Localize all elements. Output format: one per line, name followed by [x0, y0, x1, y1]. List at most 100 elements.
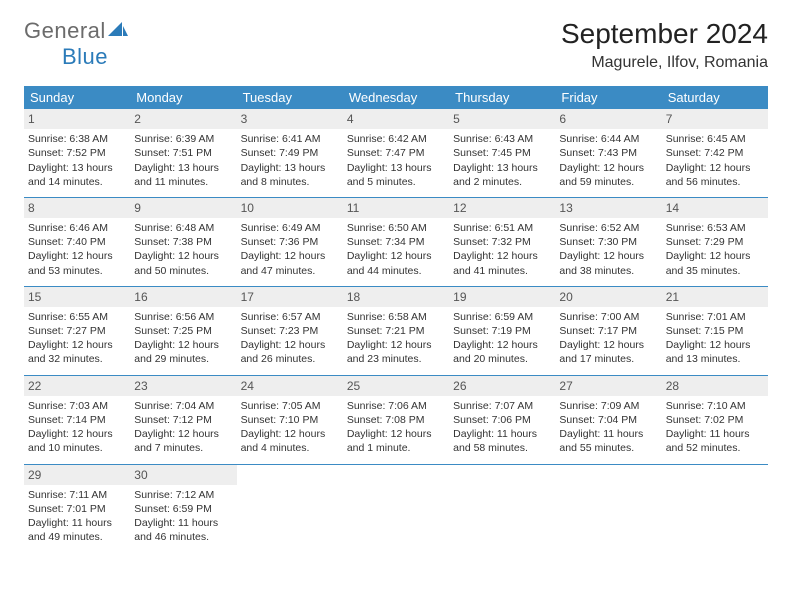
logo-text-blue: Blue: [62, 44, 108, 69]
day-cell: 13Sunrise: 6:52 AMSunset: 7:30 PMDayligh…: [555, 198, 661, 286]
daylight-text: Daylight: 13 hours: [453, 161, 551, 175]
day-number: 3: [237, 109, 343, 129]
sunrise-text: Sunrise: 7:11 AM: [28, 488, 126, 502]
sunset-text: Sunset: 7:12 PM: [134, 413, 232, 427]
daylight-text: Daylight: 12 hours: [666, 161, 764, 175]
sunrise-text: Sunrise: 6:45 AM: [666, 132, 764, 146]
day-cell: 24Sunrise: 7:05 AMSunset: 7:10 PMDayligh…: [237, 376, 343, 464]
day-number: 29: [24, 465, 130, 485]
sunset-text: Sunset: 7:27 PM: [28, 324, 126, 338]
day-number: 1: [24, 109, 130, 129]
day-number: 8: [24, 198, 130, 218]
daylight-text: and 29 minutes.: [134, 352, 232, 366]
empty-cell: [237, 465, 343, 553]
daylight-text: and 1 minute.: [347, 441, 445, 455]
day-cell: 9Sunrise: 6:48 AMSunset: 7:38 PMDaylight…: [130, 198, 236, 286]
day-number: 21: [662, 287, 768, 307]
sunrise-text: Sunrise: 6:43 AM: [453, 132, 551, 146]
sunrise-text: Sunrise: 6:59 AM: [453, 310, 551, 324]
daylight-text: Daylight: 12 hours: [134, 338, 232, 352]
day-cell: 21Sunrise: 7:01 AMSunset: 7:15 PMDayligh…: [662, 287, 768, 375]
daylight-text: Daylight: 12 hours: [347, 249, 445, 263]
day-cell: 16Sunrise: 6:56 AMSunset: 7:25 PMDayligh…: [130, 287, 236, 375]
sunrise-text: Sunrise: 7:12 AM: [134, 488, 232, 502]
daylight-text: Daylight: 11 hours: [28, 516, 126, 530]
day-cell: 22Sunrise: 7:03 AMSunset: 7:14 PMDayligh…: [24, 376, 130, 464]
logo-text-general: General: [24, 18, 106, 43]
dayname: Wednesday: [343, 86, 449, 109]
sunset-text: Sunset: 7:52 PM: [28, 146, 126, 160]
logo-sail-icon: [108, 18, 128, 44]
daylight-text: Daylight: 12 hours: [559, 161, 657, 175]
sunrise-text: Sunrise: 6:55 AM: [28, 310, 126, 324]
daylight-text: Daylight: 13 hours: [134, 161, 232, 175]
sunrise-text: Sunrise: 6:49 AM: [241, 221, 339, 235]
day-number: 15: [24, 287, 130, 307]
daylight-text: Daylight: 12 hours: [28, 427, 126, 441]
day-number: 6: [555, 109, 661, 129]
sunset-text: Sunset: 7:19 PM: [453, 324, 551, 338]
empty-cell: [449, 465, 555, 553]
sunrise-text: Sunrise: 6:41 AM: [241, 132, 339, 146]
daylight-text: and 47 minutes.: [241, 264, 339, 278]
day-number: 12: [449, 198, 555, 218]
daylight-text: Daylight: 12 hours: [241, 249, 339, 263]
sunset-text: Sunset: 7:40 PM: [28, 235, 126, 249]
day-number: 18: [343, 287, 449, 307]
title-block: September 2024 Magurele, Ilfov, Romania: [561, 18, 768, 72]
daylight-text: Daylight: 11 hours: [453, 427, 551, 441]
daylight-text: Daylight: 12 hours: [453, 338, 551, 352]
week-row: 8Sunrise: 6:46 AMSunset: 7:40 PMDaylight…: [24, 197, 768, 286]
daylight-text: Daylight: 13 hours: [241, 161, 339, 175]
day-cell: 5Sunrise: 6:43 AMSunset: 7:45 PMDaylight…: [449, 109, 555, 197]
sunset-text: Sunset: 7:30 PM: [559, 235, 657, 249]
daylight-text: and 41 minutes.: [453, 264, 551, 278]
daylight-text: Daylight: 12 hours: [666, 338, 764, 352]
sunset-text: Sunset: 7:42 PM: [666, 146, 764, 160]
daylight-text: Daylight: 12 hours: [241, 338, 339, 352]
daylight-text: Daylight: 11 hours: [134, 516, 232, 530]
daylight-text: and 13 minutes.: [666, 352, 764, 366]
daylight-text: and 7 minutes.: [134, 441, 232, 455]
day-number: 9: [130, 198, 236, 218]
dayname: Friday: [555, 86, 661, 109]
daylight-text: Daylight: 12 hours: [28, 338, 126, 352]
sunrise-text: Sunrise: 6:53 AM: [666, 221, 764, 235]
sunset-text: Sunset: 7:25 PM: [134, 324, 232, 338]
sunrise-text: Sunrise: 7:03 AM: [28, 399, 126, 413]
dayname: Saturday: [662, 86, 768, 109]
day-number: 25: [343, 376, 449, 396]
day-number: 11: [343, 198, 449, 218]
daylight-text: and 50 minutes.: [134, 264, 232, 278]
day-number: 10: [237, 198, 343, 218]
daylight-text: and 20 minutes.: [453, 352, 551, 366]
month-title: September 2024: [561, 18, 768, 50]
sunset-text: Sunset: 7:17 PM: [559, 324, 657, 338]
day-cell: 1Sunrise: 6:38 AMSunset: 7:52 PMDaylight…: [24, 109, 130, 197]
sunrise-text: Sunrise: 7:05 AM: [241, 399, 339, 413]
dayname-row: Sunday Monday Tuesday Wednesday Thursday…: [24, 86, 768, 109]
sunset-text: Sunset: 7:34 PM: [347, 235, 445, 249]
daylight-text: and 17 minutes.: [559, 352, 657, 366]
daylight-text: and 58 minutes.: [453, 441, 551, 455]
week-row: 22Sunrise: 7:03 AMSunset: 7:14 PMDayligh…: [24, 375, 768, 464]
sunrise-text: Sunrise: 6:44 AM: [559, 132, 657, 146]
empty-cell: [555, 465, 661, 553]
daylight-text: and 5 minutes.: [347, 175, 445, 189]
day-cell: 18Sunrise: 6:58 AMSunset: 7:21 PMDayligh…: [343, 287, 449, 375]
sunrise-text: Sunrise: 7:09 AM: [559, 399, 657, 413]
daylight-text: and 8 minutes.: [241, 175, 339, 189]
day-cell: 23Sunrise: 7:04 AMSunset: 7:12 PMDayligh…: [130, 376, 236, 464]
sunset-text: Sunset: 6:59 PM: [134, 502, 232, 516]
sunset-text: Sunset: 7:14 PM: [28, 413, 126, 427]
day-cell: 20Sunrise: 7:00 AMSunset: 7:17 PMDayligh…: [555, 287, 661, 375]
empty-cell: [662, 465, 768, 553]
sunrise-text: Sunrise: 6:42 AM: [347, 132, 445, 146]
daylight-text: and 14 minutes.: [28, 175, 126, 189]
daylight-text: and 26 minutes.: [241, 352, 339, 366]
sunrise-text: Sunrise: 6:52 AM: [559, 221, 657, 235]
day-number: 13: [555, 198, 661, 218]
dayname: Thursday: [449, 86, 555, 109]
daylight-text: and 53 minutes.: [28, 264, 126, 278]
sunset-text: Sunset: 7:49 PM: [241, 146, 339, 160]
